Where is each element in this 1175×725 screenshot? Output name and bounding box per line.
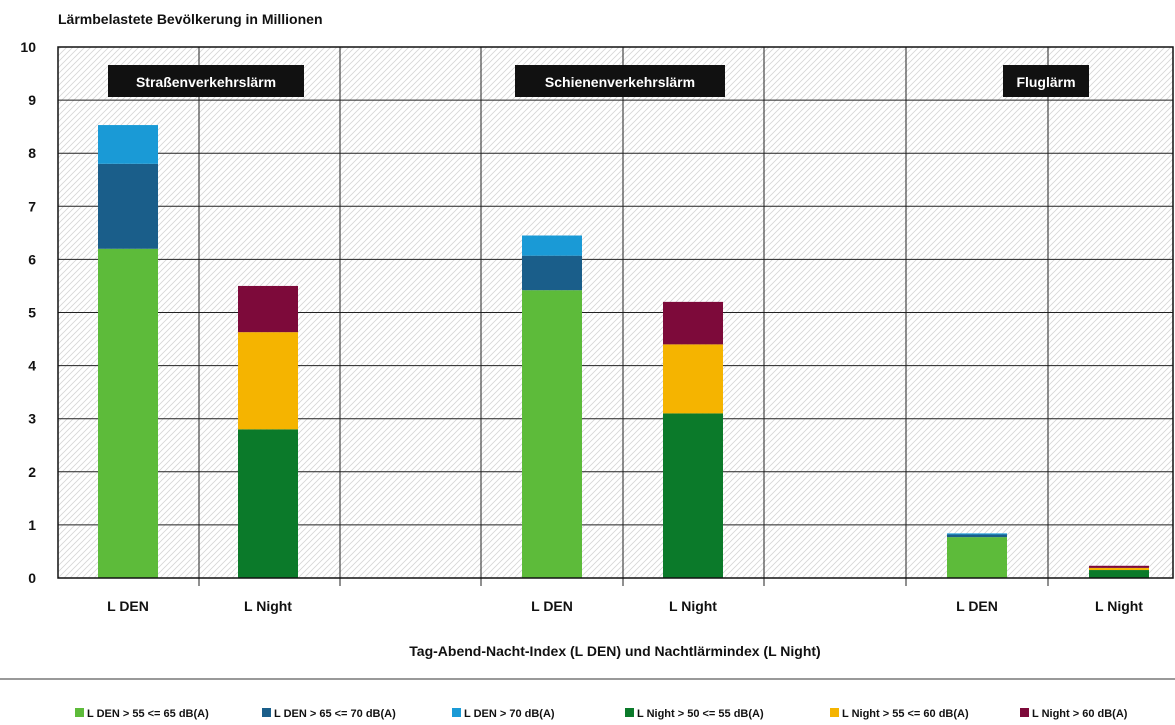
bar-segment bbox=[522, 255, 582, 291]
legend-swatch bbox=[262, 708, 271, 717]
bar-segment bbox=[947, 533, 1007, 535]
legend: L DEN > 55 <= 65 dB(A) L DEN > 65 <= 70 d… bbox=[75, 708, 1128, 720]
bar-segment bbox=[522, 235, 582, 256]
legend-label: L Night > 50 <= 55 dB(A) bbox=[637, 708, 764, 720]
bar-segment bbox=[238, 332, 298, 430]
bar-segment bbox=[1089, 570, 1149, 578]
x-tick-label: L Night bbox=[669, 598, 717, 614]
bar-segment bbox=[98, 125, 158, 164]
x-tick-label: L DEN bbox=[956, 598, 998, 614]
bar-segment bbox=[98, 248, 158, 578]
group-label: Straßenverkehrslärm bbox=[136, 74, 276, 90]
y-axis-ticks: 0 1 2 3 4 5 6 7 8 9 10 bbox=[20, 39, 36, 586]
x-tick-label: L Night bbox=[1095, 598, 1143, 614]
y-tick-label: 10 bbox=[20, 39, 36, 55]
group-labels: Straßenverkehrslärm Schienenverkehrslärm F… bbox=[108, 65, 1089, 97]
x-tick-label: L Night bbox=[244, 598, 292, 614]
bar-layer bbox=[98, 125, 1149, 578]
group-label-box bbox=[1003, 65, 1089, 97]
y-tick-label: 4 bbox=[28, 358, 36, 374]
legend-label: L DEN > 65 <= 70 dB(A) bbox=[274, 708, 396, 720]
y-tick-label: 1 bbox=[28, 517, 36, 533]
x-tick-label: L DEN bbox=[107, 598, 149, 614]
y-tick-label: 6 bbox=[28, 251, 36, 267]
bar-segment bbox=[98, 163, 158, 249]
y-tick-label: 5 bbox=[28, 305, 36, 321]
legend-label: L Night > 60 dB(A) bbox=[1032, 708, 1128, 720]
group-label-box bbox=[108, 65, 304, 97]
plot-frame bbox=[57, 46, 1174, 579]
bar-segment bbox=[663, 344, 723, 414]
bar-segment bbox=[238, 429, 298, 578]
legend-swatch bbox=[75, 708, 84, 717]
bar-segment bbox=[522, 290, 582, 578]
bar-segment bbox=[1089, 567, 1149, 571]
bar-segment bbox=[663, 301, 723, 345]
legend-swatch bbox=[1020, 708, 1029, 717]
y-tick-label: 7 bbox=[28, 198, 36, 214]
y-tick-label: 8 bbox=[28, 145, 36, 161]
x-tick-label: L DEN bbox=[531, 598, 573, 614]
bar-segment bbox=[238, 285, 298, 333]
legend-label: L DEN > 55 <= 65 dB(A) bbox=[87, 708, 209, 720]
group-label: Schienenverkehrslärm bbox=[545, 74, 695, 90]
x-axis-ticks: L DEN L Night L DEN L Night L DEN L Night bbox=[107, 598, 1143, 614]
bar-segment bbox=[947, 534, 1007, 538]
legend-swatch bbox=[830, 708, 839, 717]
legend-label: L Night > 55 <= 60 dB(A) bbox=[842, 708, 969, 720]
y-tick-label: 2 bbox=[28, 464, 36, 480]
bar-segment bbox=[947, 537, 1007, 578]
group-label: Fluglärm bbox=[1016, 74, 1075, 90]
group-label-box bbox=[515, 65, 725, 97]
legend-swatch bbox=[452, 708, 461, 717]
y-tick-label: 9 bbox=[28, 92, 36, 108]
legend-swatch bbox=[625, 708, 634, 717]
y-tick-label: 0 bbox=[28, 570, 36, 586]
bar-segment bbox=[663, 413, 723, 578]
bar-segment bbox=[1089, 565, 1149, 568]
legend-label: L DEN > 70 dB(A) bbox=[464, 708, 555, 720]
x-axis-title: Tag-Abend-Nacht-Index (L DEN) und Nachtl… bbox=[409, 643, 820, 659]
plot-area: 0 1 2 3 4 5 6 7 8 9 10 Straßenverkehrslärm Schienen… bbox=[20, 39, 1174, 586]
chart-title: Lärmbelastete Bevölkerung in Millionen bbox=[58, 11, 323, 27]
y-tick-label: 3 bbox=[28, 411, 36, 427]
